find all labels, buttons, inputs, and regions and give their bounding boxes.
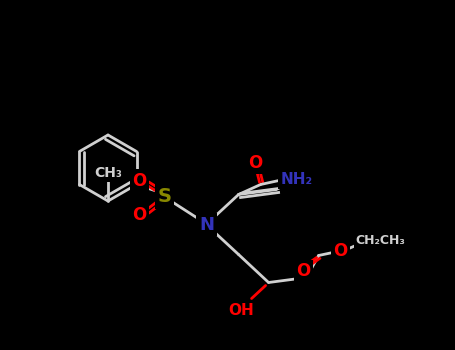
Text: O: O [248, 154, 263, 172]
Text: O: O [132, 172, 147, 189]
Text: S: S [157, 187, 172, 206]
Text: OH: OH [229, 303, 254, 318]
Text: NH₂: NH₂ [281, 172, 313, 187]
Text: CH₂CH₃: CH₂CH₃ [356, 234, 405, 247]
Text: O: O [297, 262, 311, 280]
Text: O: O [132, 205, 147, 224]
Text: N: N [199, 216, 214, 233]
Text: CH₃: CH₃ [94, 166, 122, 180]
Text: O: O [334, 241, 348, 259]
